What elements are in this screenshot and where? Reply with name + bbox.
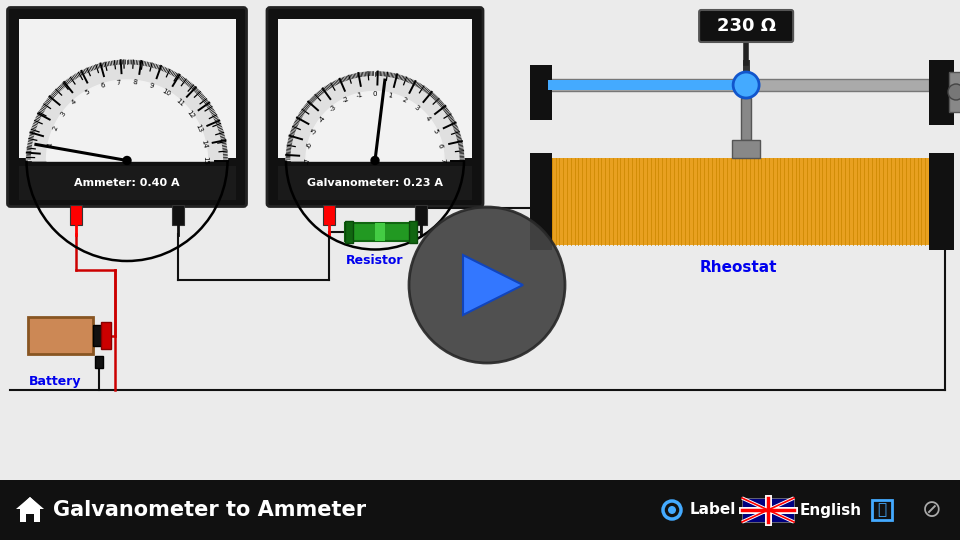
Text: 7: 7 (439, 158, 445, 163)
Bar (530, 153, 552, 250)
Polygon shape (286, 71, 464, 160)
Bar (949, 72, 960, 112)
FancyBboxPatch shape (8, 8, 247, 206)
Bar (929, 153, 954, 250)
Text: Galvanometer: 0.23 A: Galvanometer: 0.23 A (307, 178, 443, 187)
Text: 9: 9 (148, 82, 155, 90)
Text: 12: 12 (185, 109, 196, 120)
Bar (409, 221, 417, 243)
Bar (278, 165, 472, 199)
Bar (70, 205, 82, 225)
Bar (278, 18, 472, 158)
Bar (93, 325, 105, 346)
Text: 1: 1 (47, 141, 54, 147)
Polygon shape (20, 497, 40, 522)
Text: 13: 13 (194, 123, 204, 134)
Polygon shape (27, 60, 228, 160)
Text: 10: 10 (161, 87, 172, 97)
FancyBboxPatch shape (699, 10, 793, 42)
Text: 3: 3 (60, 111, 67, 118)
Text: 230 Ω: 230 Ω (716, 17, 776, 35)
Text: Galvanometer to Ammeter: Galvanometer to Ammeter (54, 500, 367, 520)
Bar (929, 60, 954, 125)
FancyBboxPatch shape (267, 8, 483, 206)
Bar (26, 514, 34, 522)
Bar (375, 223, 385, 241)
Bar (345, 221, 353, 243)
Text: -7: -7 (305, 157, 311, 164)
Text: Battery: Battery (29, 375, 82, 388)
Text: -2: -2 (342, 96, 350, 104)
Polygon shape (463, 255, 523, 315)
Text: 8: 8 (132, 79, 137, 86)
Bar (345, 223, 415, 241)
Text: 5: 5 (432, 128, 439, 134)
Circle shape (668, 506, 676, 514)
Text: ⊘: ⊘ (923, 498, 942, 522)
Bar (101, 322, 111, 349)
Bar (18, 165, 235, 199)
Circle shape (371, 157, 379, 165)
Circle shape (733, 72, 759, 98)
Text: Rheostat: Rheostat (700, 260, 778, 274)
Text: Resistor: Resistor (347, 253, 404, 267)
Polygon shape (46, 80, 207, 160)
Bar (741, 98, 751, 140)
Bar (548, 79, 929, 91)
Bar (18, 18, 235, 158)
Text: 3: 3 (413, 104, 420, 112)
Text: 2: 2 (52, 125, 59, 132)
Text: 7: 7 (116, 79, 121, 86)
Circle shape (948, 84, 960, 100)
Bar (28, 317, 93, 354)
Bar (872, 500, 892, 520)
Text: -5: -5 (310, 127, 319, 136)
Bar (548, 158, 929, 245)
Text: Label: Label (690, 503, 736, 517)
Text: -1: -1 (356, 91, 364, 99)
Bar (0, 480, 960, 540)
Circle shape (123, 157, 131, 165)
Bar (530, 65, 552, 120)
Text: English: English (800, 503, 862, 517)
Text: 5: 5 (84, 89, 91, 96)
Bar (172, 205, 184, 225)
Text: 0: 0 (372, 91, 377, 97)
Circle shape (409, 207, 565, 363)
Text: 1: 1 (387, 92, 393, 99)
Polygon shape (306, 91, 444, 160)
Bar (415, 205, 427, 225)
Text: Ammeter: 0.40 A: Ammeter: 0.40 A (74, 178, 180, 187)
Text: 14: 14 (200, 139, 207, 149)
Text: ⛶: ⛶ (877, 503, 887, 517)
Bar (323, 205, 335, 225)
Text: -6: -6 (306, 141, 313, 150)
Text: -4: -4 (318, 114, 327, 123)
Bar (548, 80, 746, 90)
Bar (742, 498, 794, 522)
Text: 2: 2 (400, 97, 407, 104)
Polygon shape (16, 497, 44, 509)
Text: 4: 4 (423, 115, 431, 122)
Bar (95, 356, 103, 368)
Text: -3: -3 (328, 104, 338, 113)
Text: 6: 6 (437, 143, 444, 148)
Text: 4: 4 (71, 98, 78, 106)
Text: 15: 15 (203, 156, 208, 165)
Text: 6: 6 (100, 82, 106, 90)
Text: 11: 11 (174, 97, 185, 107)
Bar (732, 140, 760, 158)
